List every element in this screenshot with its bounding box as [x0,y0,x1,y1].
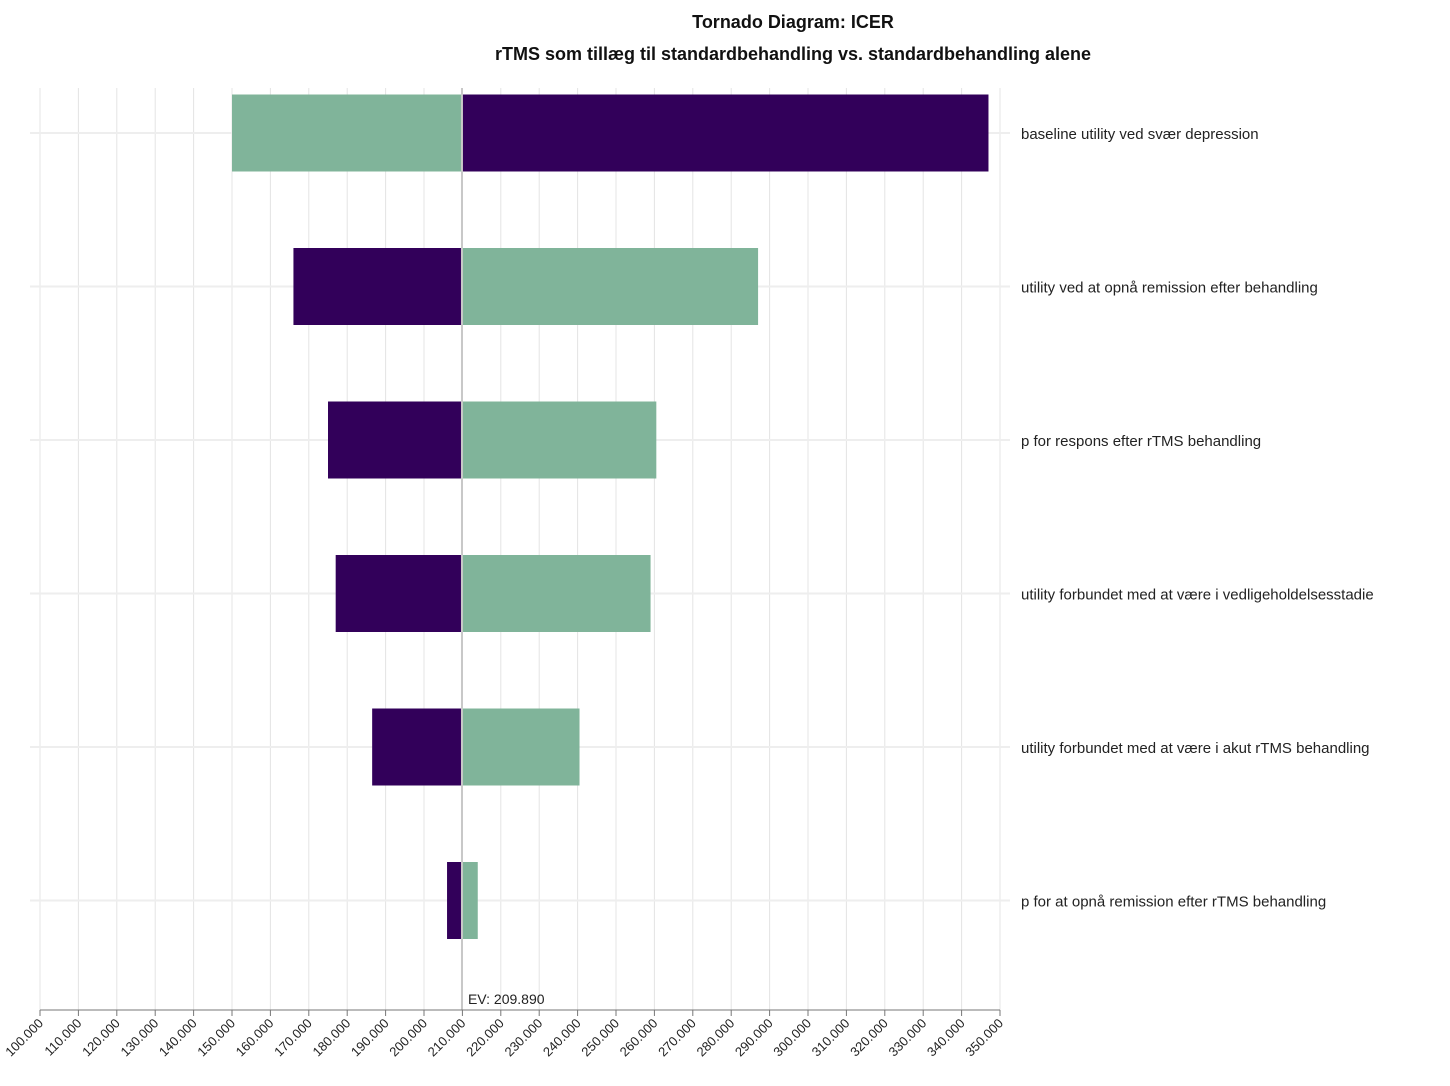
x-tick-label-14: 240.000 [540,1016,584,1060]
x-tick-label-17: 270.000 [655,1016,699,1060]
x-tick-label-23: 330.000 [885,1016,929,1060]
bar-low-3 [335,555,462,632]
x-tick-label-25: 350.000 [962,1016,1006,1060]
x-tick-label-12: 220.000 [463,1016,507,1060]
row-label-0: baseline utility ved svær depression [1021,126,1259,143]
x-tick-label-13: 230.000 [501,1016,545,1060]
bar-high-0 [461,94,989,172]
bar-high-1 [461,248,759,325]
x-tick-label-2: 120.000 [79,1016,123,1060]
x-tick-label-20: 300.000 [770,1016,814,1060]
bar-high-4 [461,708,580,786]
chart-subtitle: rTMS som tillæg til standardbehandling v… [494,44,1092,64]
bar-high-2 [461,401,657,479]
bar-low-5 [447,862,462,939]
x-tick-label-16: 260.000 [617,1016,661,1060]
bar-high-3 [461,555,651,632]
x-tick-label-10: 200.000 [386,1016,430,1060]
row-label-4: utility forbundet med at være i akut rTM… [1021,740,1370,757]
x-tick-label-18: 280.000 [693,1016,737,1060]
row-label-3: utility forbundet med at være i vedligeh… [1021,587,1374,604]
row-label-2: p for respons efter rTMS behandling [1021,433,1261,450]
x-tick-label-6: 160.000 [233,1016,277,1060]
x-tick-label-15: 250.000 [578,1016,622,1060]
x-tick-label-3: 130.000 [117,1016,161,1060]
x-tick-label-24: 340.000 [924,1016,968,1060]
x-tick-label-5: 150.000 [194,1016,238,1060]
x-tick-label-21: 310.000 [809,1016,853,1060]
x-tick-label-19: 290.000 [732,1016,776,1060]
x-tick-label-22: 320.000 [847,1016,891,1060]
x-tick-label-7: 170.000 [271,1016,315,1060]
row-label-1: utility ved at opnå remission efter beha… [1021,280,1318,297]
chart-title: Tornado Diagram: ICER [692,12,894,32]
bar-low-4 [372,708,462,786]
x-tick-label-11: 210.000 [425,1016,469,1060]
bar-low-1 [293,248,462,325]
x-tick-label-8: 180.000 [309,1016,353,1060]
x-tick-label-9: 190.000 [348,1016,392,1060]
x-tick-label-0: 100.000 [2,1016,46,1060]
x-tick-label-4: 140.000 [156,1016,200,1060]
row-label-5: p for at opnå remission efter rTMS behan… [1021,894,1326,911]
bar-high-5 [461,862,478,939]
bar-low-2 [328,401,462,479]
bar-low-0 [232,94,462,172]
x-tick-label-1: 110.000 [41,1016,84,1059]
ev-label: EV: 209.890 [468,991,545,1007]
